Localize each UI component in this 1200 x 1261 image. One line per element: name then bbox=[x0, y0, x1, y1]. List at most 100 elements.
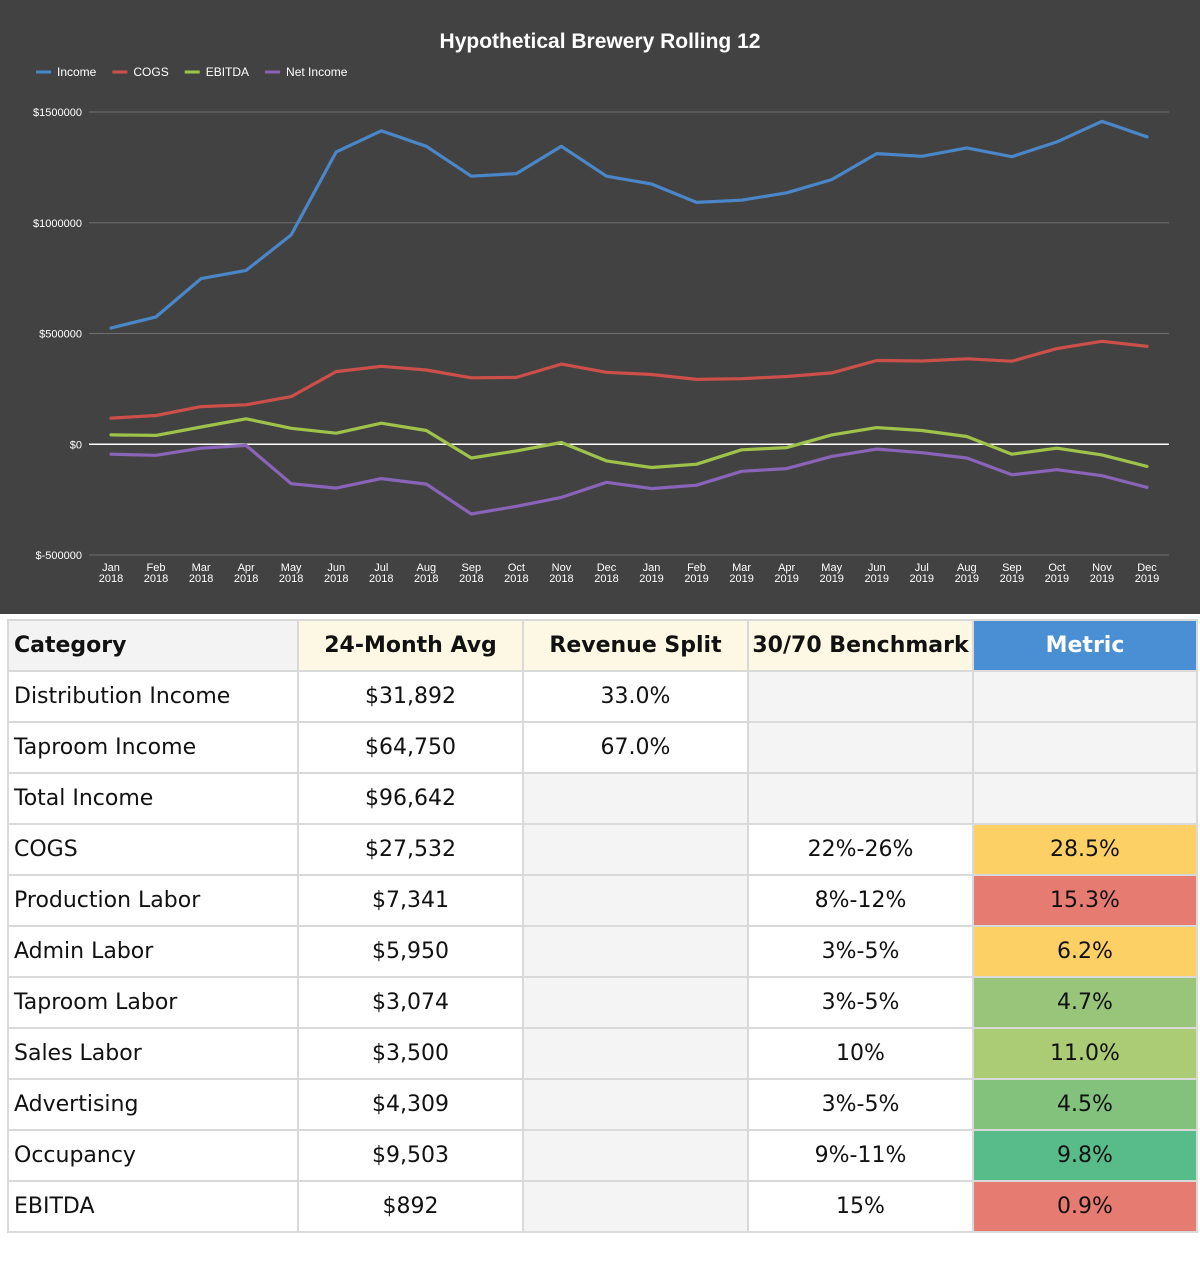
row-metric bbox=[972, 670, 1198, 723]
x-tick-year: 2018 bbox=[414, 573, 438, 585]
row-revenue-split bbox=[522, 823, 749, 876]
x-tick-month: Aug bbox=[417, 562, 437, 574]
row-category: Sales Labor bbox=[7, 1027, 299, 1080]
table-row: Production Labor $7,341 8%-12% 15.3% bbox=[7, 874, 1198, 927]
legend-label: Income bbox=[57, 65, 97, 79]
row-benchmark: 9%-11% bbox=[747, 1129, 974, 1182]
legend-item-ebitda: EBITDA bbox=[184, 65, 249, 79]
x-tick-month: Jul bbox=[374, 562, 388, 574]
x-tick-year: 2019 bbox=[1045, 573, 1069, 585]
table-row: Total Income $96,642 bbox=[7, 772, 1198, 825]
x-tick-year: 2018 bbox=[99, 573, 123, 585]
metrics-table: Category 24-Month Avg Revenue Split 30/7… bbox=[7, 619, 1198, 1233]
row-category: EBITDA bbox=[7, 1180, 299, 1233]
series-line-net-income bbox=[109, 443, 1149, 516]
row-revenue-split bbox=[522, 1129, 749, 1182]
x-tick-month: Sep bbox=[462, 562, 482, 574]
row-24-month-avg: $64,750 bbox=[297, 721, 524, 774]
row-revenue-split: 67.0% bbox=[522, 721, 749, 774]
row-category: Total Income bbox=[7, 772, 299, 825]
row-category: Distribution Income bbox=[7, 670, 299, 723]
row-metric: 4.5% bbox=[972, 1078, 1198, 1131]
table-row: Taproom Income $64,750 67.0% bbox=[7, 721, 1198, 774]
legend-item-net-income: Net Income bbox=[265, 65, 348, 79]
row-benchmark bbox=[747, 670, 974, 723]
legend-item-cogs: COGS bbox=[112, 65, 169, 79]
row-revenue-split bbox=[522, 772, 749, 825]
y-tick-label: $1500000 bbox=[33, 107, 82, 119]
x-tick-year: 2019 bbox=[729, 573, 753, 585]
x-tick-year: 2018 bbox=[594, 573, 618, 585]
x-tick-year: 2019 bbox=[639, 573, 663, 585]
series-line-income bbox=[109, 119, 1149, 330]
x-tick-month: Sep bbox=[1002, 562, 1022, 574]
y-tick-label: $500000 bbox=[39, 329, 82, 341]
row-metric: 0.9% bbox=[972, 1180, 1198, 1233]
x-tick-month: Feb bbox=[687, 562, 706, 574]
row-24-month-avg: $27,532 bbox=[297, 823, 524, 876]
x-tick-month: Jun bbox=[868, 562, 886, 574]
y-tick-label: $-500000 bbox=[36, 550, 83, 562]
x-tick-year: 2019 bbox=[955, 573, 979, 585]
row-24-month-avg: $96,642 bbox=[297, 772, 524, 825]
series-line-ebitda bbox=[109, 417, 1149, 470]
x-tick-month: Nov bbox=[1092, 562, 1112, 574]
row-24-month-avg: $5,950 bbox=[297, 925, 524, 978]
x-tick-month: May bbox=[821, 562, 842, 574]
x-tick-year: 2018 bbox=[459, 573, 483, 585]
row-benchmark: 8%-12% bbox=[747, 874, 974, 927]
x-tick-month: Dec bbox=[597, 562, 617, 574]
y-axis-ticks: $1500000 $1000000 $500000 $0 $-500000 bbox=[33, 107, 82, 562]
y-tick-label: $1000000 bbox=[33, 218, 82, 230]
x-tick-month: Mar bbox=[732, 562, 751, 574]
x-tick-year: 2018 bbox=[549, 573, 573, 585]
x-tick-year: 2019 bbox=[864, 573, 888, 585]
row-benchmark: 15% bbox=[747, 1180, 974, 1233]
x-tick-year: 2018 bbox=[504, 573, 528, 585]
x-tick-month: Jun bbox=[327, 562, 345, 574]
x-tick-year: 2019 bbox=[1000, 573, 1024, 585]
table-row: Distribution Income $31,892 33.0% bbox=[7, 670, 1198, 723]
x-tick-year: 2018 bbox=[144, 573, 168, 585]
row-revenue-split bbox=[522, 1180, 749, 1233]
x-tick-year: 2018 bbox=[234, 573, 258, 585]
row-category: Admin Labor bbox=[7, 925, 299, 978]
row-metric: 11.0% bbox=[972, 1027, 1198, 1080]
row-24-month-avg: $3,074 bbox=[297, 976, 524, 1029]
row-revenue-split bbox=[522, 1078, 749, 1131]
row-category: Taproom Income bbox=[7, 721, 299, 774]
line-chart: Hypothetical Brewery Rolling 12 Income CO… bbox=[33, 30, 1169, 585]
table-row: COGS $27,532 22%-26% 28.5% bbox=[7, 823, 1198, 876]
x-tick-month: Oct bbox=[508, 562, 525, 574]
row-category: Advertising bbox=[7, 1078, 299, 1131]
legend-item-income: Income bbox=[36, 65, 97, 79]
x-tick-year: 2019 bbox=[1135, 573, 1159, 585]
table-row: EBITDA $892 15% 0.9% bbox=[7, 1180, 1198, 1233]
x-tick-month: Jul bbox=[915, 562, 929, 574]
x-tick-year: 2018 bbox=[369, 573, 393, 585]
row-metric: 9.8% bbox=[972, 1129, 1198, 1182]
x-tick-month: Apr bbox=[778, 562, 795, 574]
row-metric: 6.2% bbox=[972, 925, 1198, 978]
legend-label: EBITDA bbox=[206, 65, 249, 79]
series-line-cogs bbox=[109, 339, 1149, 420]
table-row: Sales Labor $3,500 10% 11.0% bbox=[7, 1027, 1198, 1080]
row-benchmark: 3%-5% bbox=[747, 976, 974, 1029]
row-benchmark: 3%-5% bbox=[747, 1078, 974, 1131]
row-revenue-split bbox=[522, 925, 749, 978]
table-header-row: Category 24-Month Avg Revenue Split 30/7… bbox=[7, 619, 1198, 672]
